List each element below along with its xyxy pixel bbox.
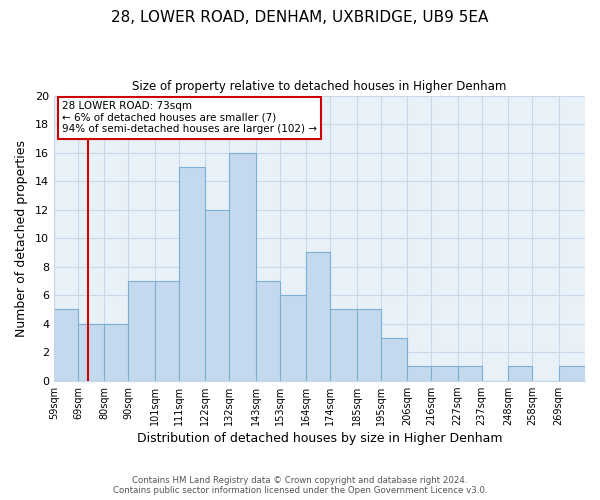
Bar <box>508 366 532 380</box>
Bar <box>205 210 229 380</box>
Bar <box>381 338 407 380</box>
Bar <box>357 310 381 380</box>
Bar <box>229 152 256 380</box>
Bar <box>78 324 104 380</box>
Title: Size of property relative to detached houses in Higher Denham: Size of property relative to detached ho… <box>132 80 506 93</box>
Bar <box>407 366 431 380</box>
Bar <box>306 252 330 380</box>
Text: 28 LOWER ROAD: 73sqm
← 6% of detached houses are smaller (7)
94% of semi-detache: 28 LOWER ROAD: 73sqm ← 6% of detached ho… <box>62 102 317 134</box>
Bar <box>431 366 458 380</box>
Bar <box>458 366 482 380</box>
Bar <box>559 366 585 380</box>
Bar <box>256 281 280 380</box>
Text: Contains HM Land Registry data © Crown copyright and database right 2024.
Contai: Contains HM Land Registry data © Crown c… <box>113 476 487 495</box>
Bar <box>330 310 357 380</box>
Text: 28, LOWER ROAD, DENHAM, UXBRIDGE, UB9 5EA: 28, LOWER ROAD, DENHAM, UXBRIDGE, UB9 5E… <box>112 10 488 25</box>
Bar <box>179 167 205 380</box>
Bar <box>155 281 179 380</box>
Bar <box>280 295 306 380</box>
Y-axis label: Number of detached properties: Number of detached properties <box>15 140 28 336</box>
Bar <box>54 310 78 380</box>
X-axis label: Distribution of detached houses by size in Higher Denham: Distribution of detached houses by size … <box>137 432 502 445</box>
Bar <box>104 324 128 380</box>
Bar <box>128 281 155 380</box>
